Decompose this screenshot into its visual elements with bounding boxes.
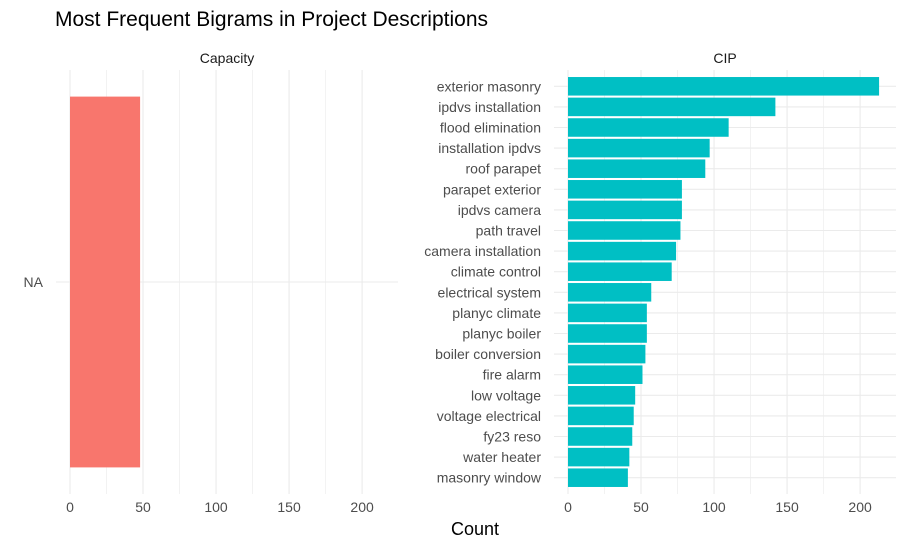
bar <box>568 138 710 158</box>
y-tick-label: ipdvs camera <box>458 202 541 218</box>
y-tick-label: fire alarm <box>483 367 541 383</box>
x-tick-label: 200 <box>350 499 374 515</box>
bar <box>568 77 880 96</box>
x-tick-label: 50 <box>633 499 649 515</box>
y-tick-label: low voltage <box>471 387 541 403</box>
y-tick-label: installation ipdvs <box>438 140 541 156</box>
y-tick-label: water heater <box>462 449 541 465</box>
bar <box>568 159 706 178</box>
y-tick-label: boiler conversion <box>435 346 541 362</box>
bar <box>568 344 646 364</box>
bar <box>568 283 652 302</box>
y-tick-label: voltage electrical <box>437 408 541 424</box>
chart-title: Most Frequent Bigrams in Project Descrip… <box>55 8 488 31</box>
bar <box>568 303 647 323</box>
bar <box>568 262 672 281</box>
bar <box>568 97 776 117</box>
bar <box>568 468 628 487</box>
x-tick-label: 200 <box>848 499 872 515</box>
x-tick-label: 100 <box>702 499 726 515</box>
x-tick-label: 100 <box>204 499 228 515</box>
y-tick-label: planyc boiler <box>462 326 541 342</box>
bar <box>70 96 141 468</box>
panel-cip: CIP 0 50 100 150 200 exterior masonry ipdvs ins… <box>424 50 896 515</box>
bar <box>568 180 682 199</box>
bar <box>568 447 630 467</box>
x-tick-label: 0 <box>66 499 74 515</box>
y-tick-label: ipdvs installation <box>438 99 541 115</box>
y-tick-label: exterior masonry <box>437 78 541 94</box>
y-tick-label: climate control <box>451 264 541 280</box>
facet-strip-label: Capacity <box>200 50 254 66</box>
x-axis-title: Count <box>451 519 499 539</box>
y-tick-label: parapet exterior <box>443 181 541 197</box>
facet-strip-label: CIP <box>713 50 736 66</box>
y-tick-label: path travel <box>476 223 541 239</box>
y-tick-label: camera installation <box>424 243 541 259</box>
x-tick-label: 50 <box>135 499 151 515</box>
y-tick-label: masonry window <box>437 470 542 486</box>
bar <box>568 365 643 384</box>
x-tick-label: 150 <box>277 499 301 515</box>
bar <box>568 241 677 261</box>
y-tick-label: fy23 reso <box>483 429 541 445</box>
y-tick-label: flood elimination <box>440 120 541 136</box>
y-tick-label: electrical system <box>438 284 541 300</box>
bar <box>568 427 633 446</box>
y-tick-label: NA <box>24 274 44 290</box>
bar <box>568 200 682 220</box>
x-tick-label: 150 <box>775 499 799 515</box>
bar <box>568 386 636 405</box>
bar <box>568 324 647 343</box>
y-tick-label: roof parapet <box>466 161 542 177</box>
x-tick-label: 0 <box>564 499 572 515</box>
facet-panels: Capacity 0 50 100 150 200 NA CIP 0 50 100 150 200 ext… <box>24 50 896 515</box>
bar <box>568 406 634 426</box>
panel-capacity: Capacity 0 50 100 150 200 NA <box>24 50 398 515</box>
bar <box>568 221 681 240</box>
y-tick-label: planyc climate <box>452 305 541 321</box>
bar <box>568 118 729 137</box>
